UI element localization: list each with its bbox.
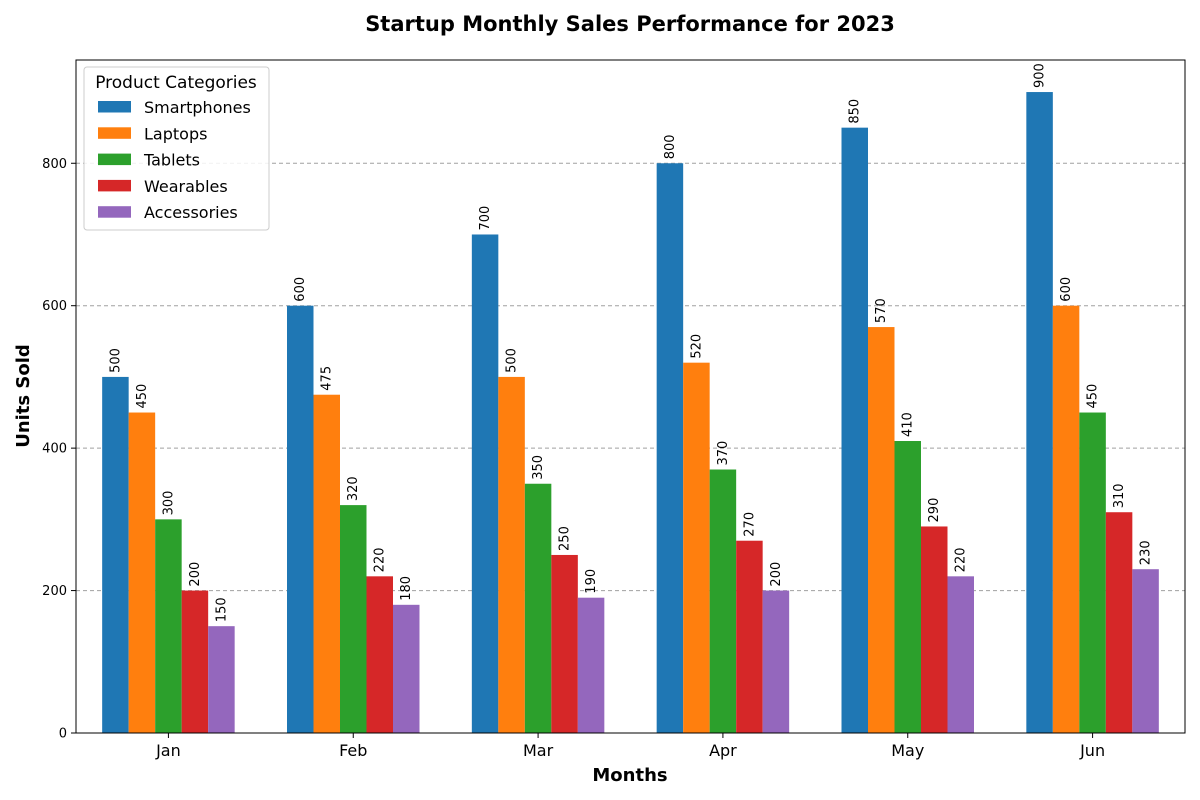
bar [1026,92,1053,734]
bar [683,362,710,733]
x-tick-label: Jun [1079,741,1105,760]
bar [1052,305,1080,733]
y-tick-label: 800 [42,157,67,172]
data-label: 500 [505,348,520,373]
bar [393,604,420,733]
x-axis-ticks: Jan Feb Mar Apr May Jun [155,733,1105,760]
data-label: 200 [769,562,784,587]
legend-title: Product Categories [95,73,257,93]
data-label: 320 [346,476,361,501]
data-label: 180 [399,576,414,601]
bar [128,412,156,733]
legend-swatch [98,127,131,139]
data-label: 900 [1033,63,1048,88]
data-label: 220 [373,547,388,572]
data-label: 300 [161,491,176,516]
plot-frame [75,59,1186,734]
bar [868,327,895,733]
bar [208,626,235,733]
data-label: 600 [1059,277,1074,302]
bar [947,576,974,733]
bars [102,92,1159,734]
y-axis-ticks: 0 200 400 600 800 [42,157,76,742]
bar [366,576,393,733]
data-label: 230 [1139,540,1154,565]
bar [577,597,605,733]
legend-swatch [98,179,131,192]
legend-label: Accessories [144,203,238,222]
data-label: 270 [742,512,757,537]
bar [524,483,552,733]
x-tick-label: May [891,741,924,760]
legend: Product Categories Smartphones Laptops Tab… [83,66,270,231]
legend-swatch [98,153,131,166]
bar [313,394,340,733]
data-label: 190 [584,569,599,594]
x-tick-label: Feb [339,741,367,760]
legend-label: Smartphones [144,98,251,117]
data-label: 450 [1086,384,1101,409]
data-labels: 500 450 300 200 150 600 475 320 220 180 700 500 350 2… [108,63,1153,622]
data-label: 200 [188,562,203,587]
bar [762,590,790,733]
data-label: 450 [135,384,150,409]
data-label: 800 [663,134,678,159]
bar [498,376,525,733]
y-tick-label: 600 [42,299,67,314]
legend-swatch [98,206,131,218]
bar [1079,412,1106,733]
data-label: 475 [320,366,335,391]
legend-label: Laptops [144,124,207,143]
data-label: 520 [689,334,704,359]
data-label: 570 [874,298,889,323]
data-label: 310 [1112,483,1127,508]
legend-items: Smartphones Laptops Tablets Wearables Access… [98,98,251,222]
legend-label: Tablets [143,151,200,170]
bar [736,540,763,733]
data-label: 150 [214,597,229,622]
bar [1132,569,1159,733]
bar [921,526,948,733]
bar [709,469,737,733]
bar [471,234,499,733]
x-tick-label: Apr [709,741,737,760]
data-label: 700 [478,206,493,231]
legend-swatch [98,101,131,113]
data-label: 370 [716,441,731,466]
bar [1105,512,1133,733]
x-tick-label: Mar [523,741,554,760]
bar [841,127,868,734]
bar [551,554,578,733]
data-label: 850 [848,99,863,124]
y-tick-label: 0 [59,727,67,742]
x-tick-label: Jan [155,741,181,760]
y-axis-label: Units Sold [13,344,34,448]
bar [181,590,209,733]
data-label: 600 [293,277,308,302]
bar [340,505,367,733]
bar [155,519,182,733]
bar [102,376,129,733]
data-label: 220 [954,547,969,572]
chart-title: Startup Monthly Sales Performance for 20… [365,12,895,36]
y-tick-label: 200 [42,584,67,599]
data-label: 350 [531,455,546,480]
bar [287,305,314,733]
x-axis-label: Months [592,765,667,786]
data-label: 290 [927,498,942,523]
bar [656,163,684,734]
bar [894,441,921,733]
legend-label: Wearables [144,177,228,196]
data-label: 250 [558,526,573,551]
data-label: 410 [901,412,916,437]
y-tick-label: 400 [42,442,67,457]
data-label: 500 [108,348,123,373]
